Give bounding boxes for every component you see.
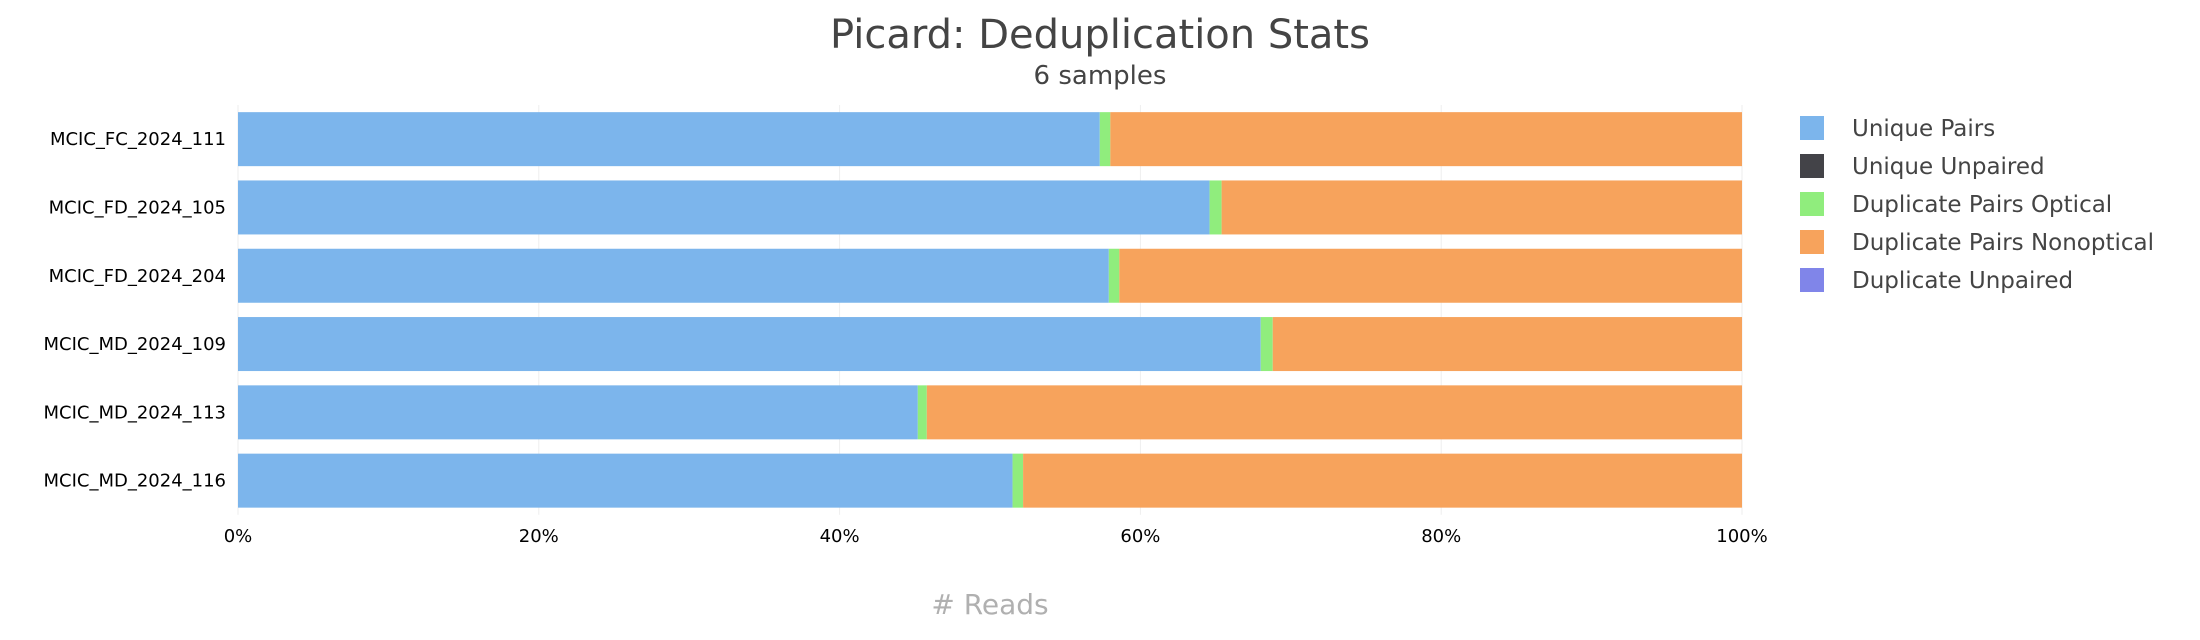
legend-label-duplicate-pairs-optical[interactable]: Duplicate Pairs Optical bbox=[1852, 192, 2112, 218]
bar-unique-pairs[interactable] bbox=[238, 453, 1013, 508]
bar-area bbox=[238, 112, 1742, 508]
legend-swatch-duplicate-pairs-nonoptical bbox=[1800, 230, 1824, 254]
legend-label-unique-pairs[interactable]: Unique Pairs bbox=[1852, 116, 1995, 142]
bar-duplicate-pairs-optical[interactable] bbox=[1012, 453, 1024, 508]
category-label: MCIC_MD_2024_113 bbox=[43, 402, 226, 423]
bar-duplicate-pairs-nonoptical[interactable] bbox=[926, 385, 1742, 440]
x-tick-label: 20% bbox=[519, 526, 559, 547]
x-axis-ticks: 0% 20% 40% 60% 80% 100% bbox=[224, 526, 1768, 547]
x-tick-label: 60% bbox=[1120, 526, 1160, 547]
legend-label-unique-unpaired[interactable]: Unique Unpaired bbox=[1852, 154, 2045, 180]
bar-unique-pairs[interactable] bbox=[238, 112, 1100, 167]
x-tick-label: 40% bbox=[820, 526, 860, 547]
bar-duplicate-pairs-nonoptical[interactable] bbox=[1110, 112, 1742, 167]
legend-swatch-unique-unpaired bbox=[1800, 154, 1824, 178]
x-tick-label: 80% bbox=[1421, 526, 1461, 547]
bar-unique-pairs[interactable] bbox=[238, 317, 1261, 372]
category-labels: MCIC_FC_2024_111 MCIC_FD_2024_105 MCIC_FD_… bbox=[43, 129, 226, 492]
category-label: MCIC_MD_2024_109 bbox=[43, 334, 226, 355]
bar-duplicate-pairs-optical[interactable] bbox=[1260, 317, 1273, 372]
bar-duplicate-pairs-nonoptical[interactable] bbox=[1119, 248, 1742, 303]
legend-label-duplicate-unpaired[interactable]: Duplicate Unpaired bbox=[1852, 268, 2073, 294]
x-tick-label: 0% bbox=[224, 526, 253, 547]
chart-subtitle: 6 samples bbox=[1034, 61, 1167, 91]
chart-title: Picard: Deduplication Stats bbox=[830, 12, 1370, 58]
bar-duplicate-pairs-optical[interactable] bbox=[1099, 112, 1111, 167]
legend-label-duplicate-pairs-nonoptical[interactable]: Duplicate Pairs Nonoptical bbox=[1852, 230, 2154, 256]
bar-duplicate-pairs-optical[interactable] bbox=[917, 385, 927, 440]
category-label: MCIC_FD_2024_204 bbox=[49, 266, 226, 287]
bar-unique-pairs[interactable] bbox=[238, 248, 1109, 303]
x-axis-label: # Reads bbox=[931, 588, 1048, 621]
gridlines bbox=[237, 105, 1743, 515]
x-tick-label: 100% bbox=[1716, 526, 1767, 547]
bar-duplicate-pairs-optical[interactable] bbox=[1209, 180, 1222, 235]
bar-unique-pairs[interactable] bbox=[238, 385, 918, 440]
legend-swatch-unique-pairs bbox=[1800, 116, 1824, 140]
legend-swatch-duplicate-unpaired bbox=[1800, 268, 1824, 292]
category-label: MCIC_FC_2024_111 bbox=[50, 129, 226, 150]
bar-duplicate-pairs-nonoptical[interactable] bbox=[1272, 317, 1742, 372]
legend-swatch-duplicate-pairs-optical bbox=[1800, 192, 1824, 216]
legend: Unique Pairs Unique Unpaired Duplicate Pai… bbox=[1800, 116, 2154, 294]
category-label: MCIC_FD_2024_105 bbox=[49, 197, 226, 218]
bar-duplicate-pairs-optical[interactable] bbox=[1108, 248, 1120, 303]
bar-duplicate-pairs-nonoptical[interactable] bbox=[1221, 180, 1742, 235]
bar-duplicate-pairs-nonoptical[interactable] bbox=[1023, 453, 1742, 508]
bar-unique-pairs[interactable] bbox=[238, 180, 1210, 235]
category-label: MCIC_MD_2024_116 bbox=[43, 471, 226, 492]
